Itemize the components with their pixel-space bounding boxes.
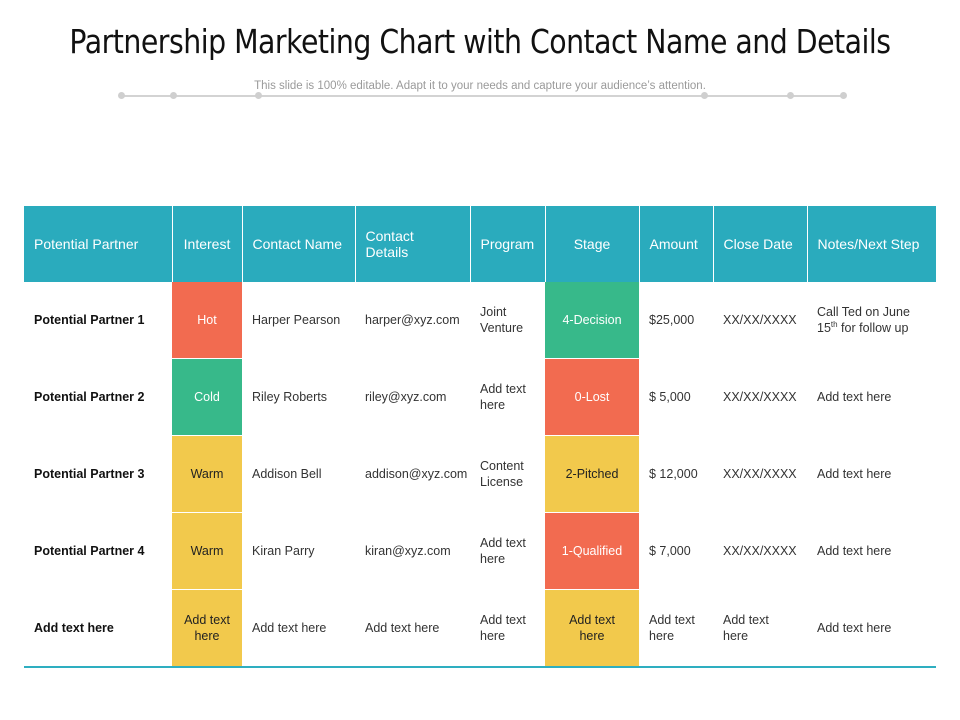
cell-amount: $ 7,000	[649, 544, 691, 558]
cell-close-date: XX/XX/XXXX	[723, 313, 797, 328]
header-amount: Amount	[638, 206, 713, 282]
header-potential-partner: Potential Partner	[24, 206, 172, 282]
cell-program: Joint Venture	[480, 305, 524, 336]
header-notes-next-step: Notes/Next Step	[806, 206, 936, 282]
cell-contact-details: kiran@xyz.com	[365, 544, 451, 558]
stage-badge: 1-Qualified	[545, 512, 639, 590]
table-header-row: Potential Partner Interest Contact Name …	[24, 206, 936, 282]
timeline-dot	[118, 92, 125, 99]
decorative-timeline	[118, 90, 848, 102]
cell-notes: Call Ted on June 15th for follow up	[807, 282, 936, 359]
table-row: Potential Partner 4 Warm Kiran Parry kir…	[24, 512, 936, 590]
notes-superscript: th	[830, 320, 838, 330]
cell-partner: Potential Partner 3	[34, 467, 145, 481]
header-contact-name: Contact Name	[241, 206, 355, 282]
cell-contact-name: Kiran Parry	[252, 544, 315, 558]
cell-close-date: XX/XX/XXXX	[723, 390, 797, 404]
cell-contact-name: Riley Roberts	[252, 390, 328, 404]
stage-badge: 2-Pitched	[545, 435, 639, 513]
header-close-date: Close Date	[712, 206, 807, 282]
notes-text: Call Ted on June 15	[817, 305, 910, 336]
cell-amount: $25,000	[649, 313, 695, 328]
cell-notes: Add text here	[817, 620, 892, 635]
timeline-dot	[170, 92, 177, 99]
cell-partner: Potential Partner 2	[34, 390, 145, 404]
interest-badge: Warm	[172, 435, 242, 513]
table-row: Potential Partner 1 Hot Harper Pearson h…	[24, 282, 936, 359]
partnership-table: Potential Partner Interest Contact Name …	[24, 206, 936, 668]
timeline-dot	[840, 92, 847, 99]
cell-contact-name: Addison Bell	[252, 467, 322, 481]
cell-close-date: XX/XX/XXXX	[723, 467, 797, 481]
cell-program: Content License	[480, 459, 524, 489]
slide-subtitle: This slide is 100% editable. Adapt it to…	[254, 80, 706, 92]
cell-contact-details: addison@xyz.com	[365, 467, 468, 481]
table-row: Potential Partner 3 Warm Addison Bell ad…	[24, 435, 936, 513]
cell-contact-details: harper@xyz.com	[365, 313, 460, 328]
header-interest: Interest	[171, 206, 242, 282]
cell-contact-details: Add text here	[365, 620, 440, 635]
timeline-dot	[787, 92, 794, 99]
cell-notes: Add text here	[817, 544, 892, 558]
cell-close-date: XX/XX/XXXX	[723, 544, 797, 558]
stage-badge: 4-Decision	[545, 282, 639, 359]
timeline-line	[120, 95, 846, 97]
cell-program: Add text here	[480, 382, 526, 412]
interest-badge: Warm	[172, 512, 242, 590]
cell-contact-name: Harper Pearson	[252, 313, 341, 328]
header-stage: Stage	[544, 206, 639, 282]
slide-title: Partnership Marketing Chart with Contact…	[69, 22, 891, 61]
cell-amount: $ 5,000	[649, 390, 691, 404]
cell-program: Add text here	[480, 612, 526, 643]
cell-partner: Add text here	[34, 620, 114, 635]
cell-close-date: Add text here	[723, 612, 769, 643]
header-contact-details: Contact Details	[354, 206, 470, 282]
cell-partner: Potential Partner 4	[34, 544, 145, 558]
cell-contact-name: Add text here	[252, 620, 327, 635]
cell-contact-details: riley@xyz.com	[365, 390, 447, 404]
interest-badge: Cold	[172, 358, 242, 436]
cell-amount: Add text here	[649, 612, 695, 643]
cell-notes: Add text here	[817, 390, 892, 404]
cell-program: Add text here	[480, 536, 526, 566]
notes-text-end: for follow up	[837, 321, 909, 336]
timeline-dot	[255, 92, 262, 99]
table-row: Add text here Add text here Add text her…	[24, 589, 936, 667]
cell-notes: Add text here	[817, 467, 892, 481]
table-row: Potential Partner 2 Cold Riley Roberts r…	[24, 358, 936, 436]
header-program: Program	[469, 206, 545, 282]
stage-badge: 0-Lost	[545, 358, 639, 436]
interest-badge: Hot	[172, 282, 242, 359]
cell-amount: $ 12,000	[649, 467, 698, 481]
stage-badge: Add text here	[545, 589, 639, 667]
interest-badge: Add text here	[172, 589, 242, 667]
cell-partner: Potential Partner 1	[34, 313, 145, 328]
timeline-dot	[701, 92, 708, 99]
